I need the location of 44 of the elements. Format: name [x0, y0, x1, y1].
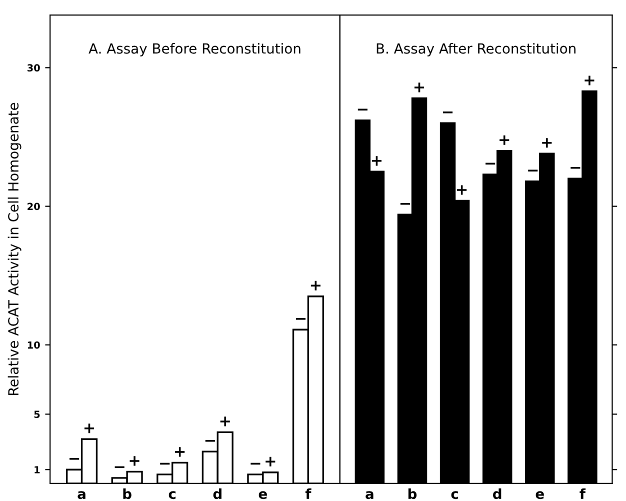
x-tick-label: d: [493, 488, 502, 500]
text: −: [250, 462, 260, 465]
text: +: [130, 456, 140, 466]
y-tick-label: 10: [28, 341, 40, 349]
x-tick-label: c: [451, 491, 458, 500]
series-label: +: [84, 424, 94, 434]
text: −: [570, 166, 580, 169]
y-tick-label: 30: [27, 64, 40, 72]
text: +: [310, 280, 320, 290]
x-tick-label: b: [408, 488, 417, 500]
text: +: [220, 416, 230, 426]
x-tick-label: e: [536, 491, 544, 500]
x-tick-label: e: [258, 491, 267, 500]
y-tick-label: 1: [34, 466, 40, 474]
x-tick-label: f: [305, 488, 312, 499]
text: −: [528, 170, 538, 172]
text: −: [486, 162, 496, 165]
x-tick-label: a: [366, 491, 374, 500]
text: +: [414, 82, 424, 92]
text: −: [442, 112, 453, 114]
series-label: +: [372, 156, 382, 166]
x-tick-label: c: [168, 491, 176, 500]
text: +: [542, 138, 552, 148]
text: −: [296, 318, 306, 320]
x-tick-label: d: [213, 488, 222, 500]
x-tick-label: f: [580, 488, 586, 499]
y-tick-label: 20: [28, 202, 40, 210]
x-tick-label: b: [123, 488, 132, 500]
text: −: [358, 108, 368, 110]
text: B. Assay After Reconstitution: [376, 42, 576, 56]
text: A. Assay Before Reconstitution: [88, 42, 300, 56]
text: −: [114, 466, 124, 468]
series-label: −: [160, 462, 170, 465]
text: −: [70, 458, 80, 460]
text: +: [500, 135, 510, 145]
y-tick-label: 5: [34, 410, 40, 418]
x-tick-label: a: [78, 491, 86, 500]
text: +: [457, 185, 467, 195]
text: +: [584, 76, 594, 86]
text: +: [175, 447, 185, 457]
series-label: −: [400, 202, 410, 205]
text: −: [205, 440, 215, 442]
y-axis-title: Relative ACAT Activity in Cell Homogenate: [8, 102, 22, 395]
text: +: [266, 456, 276, 466]
